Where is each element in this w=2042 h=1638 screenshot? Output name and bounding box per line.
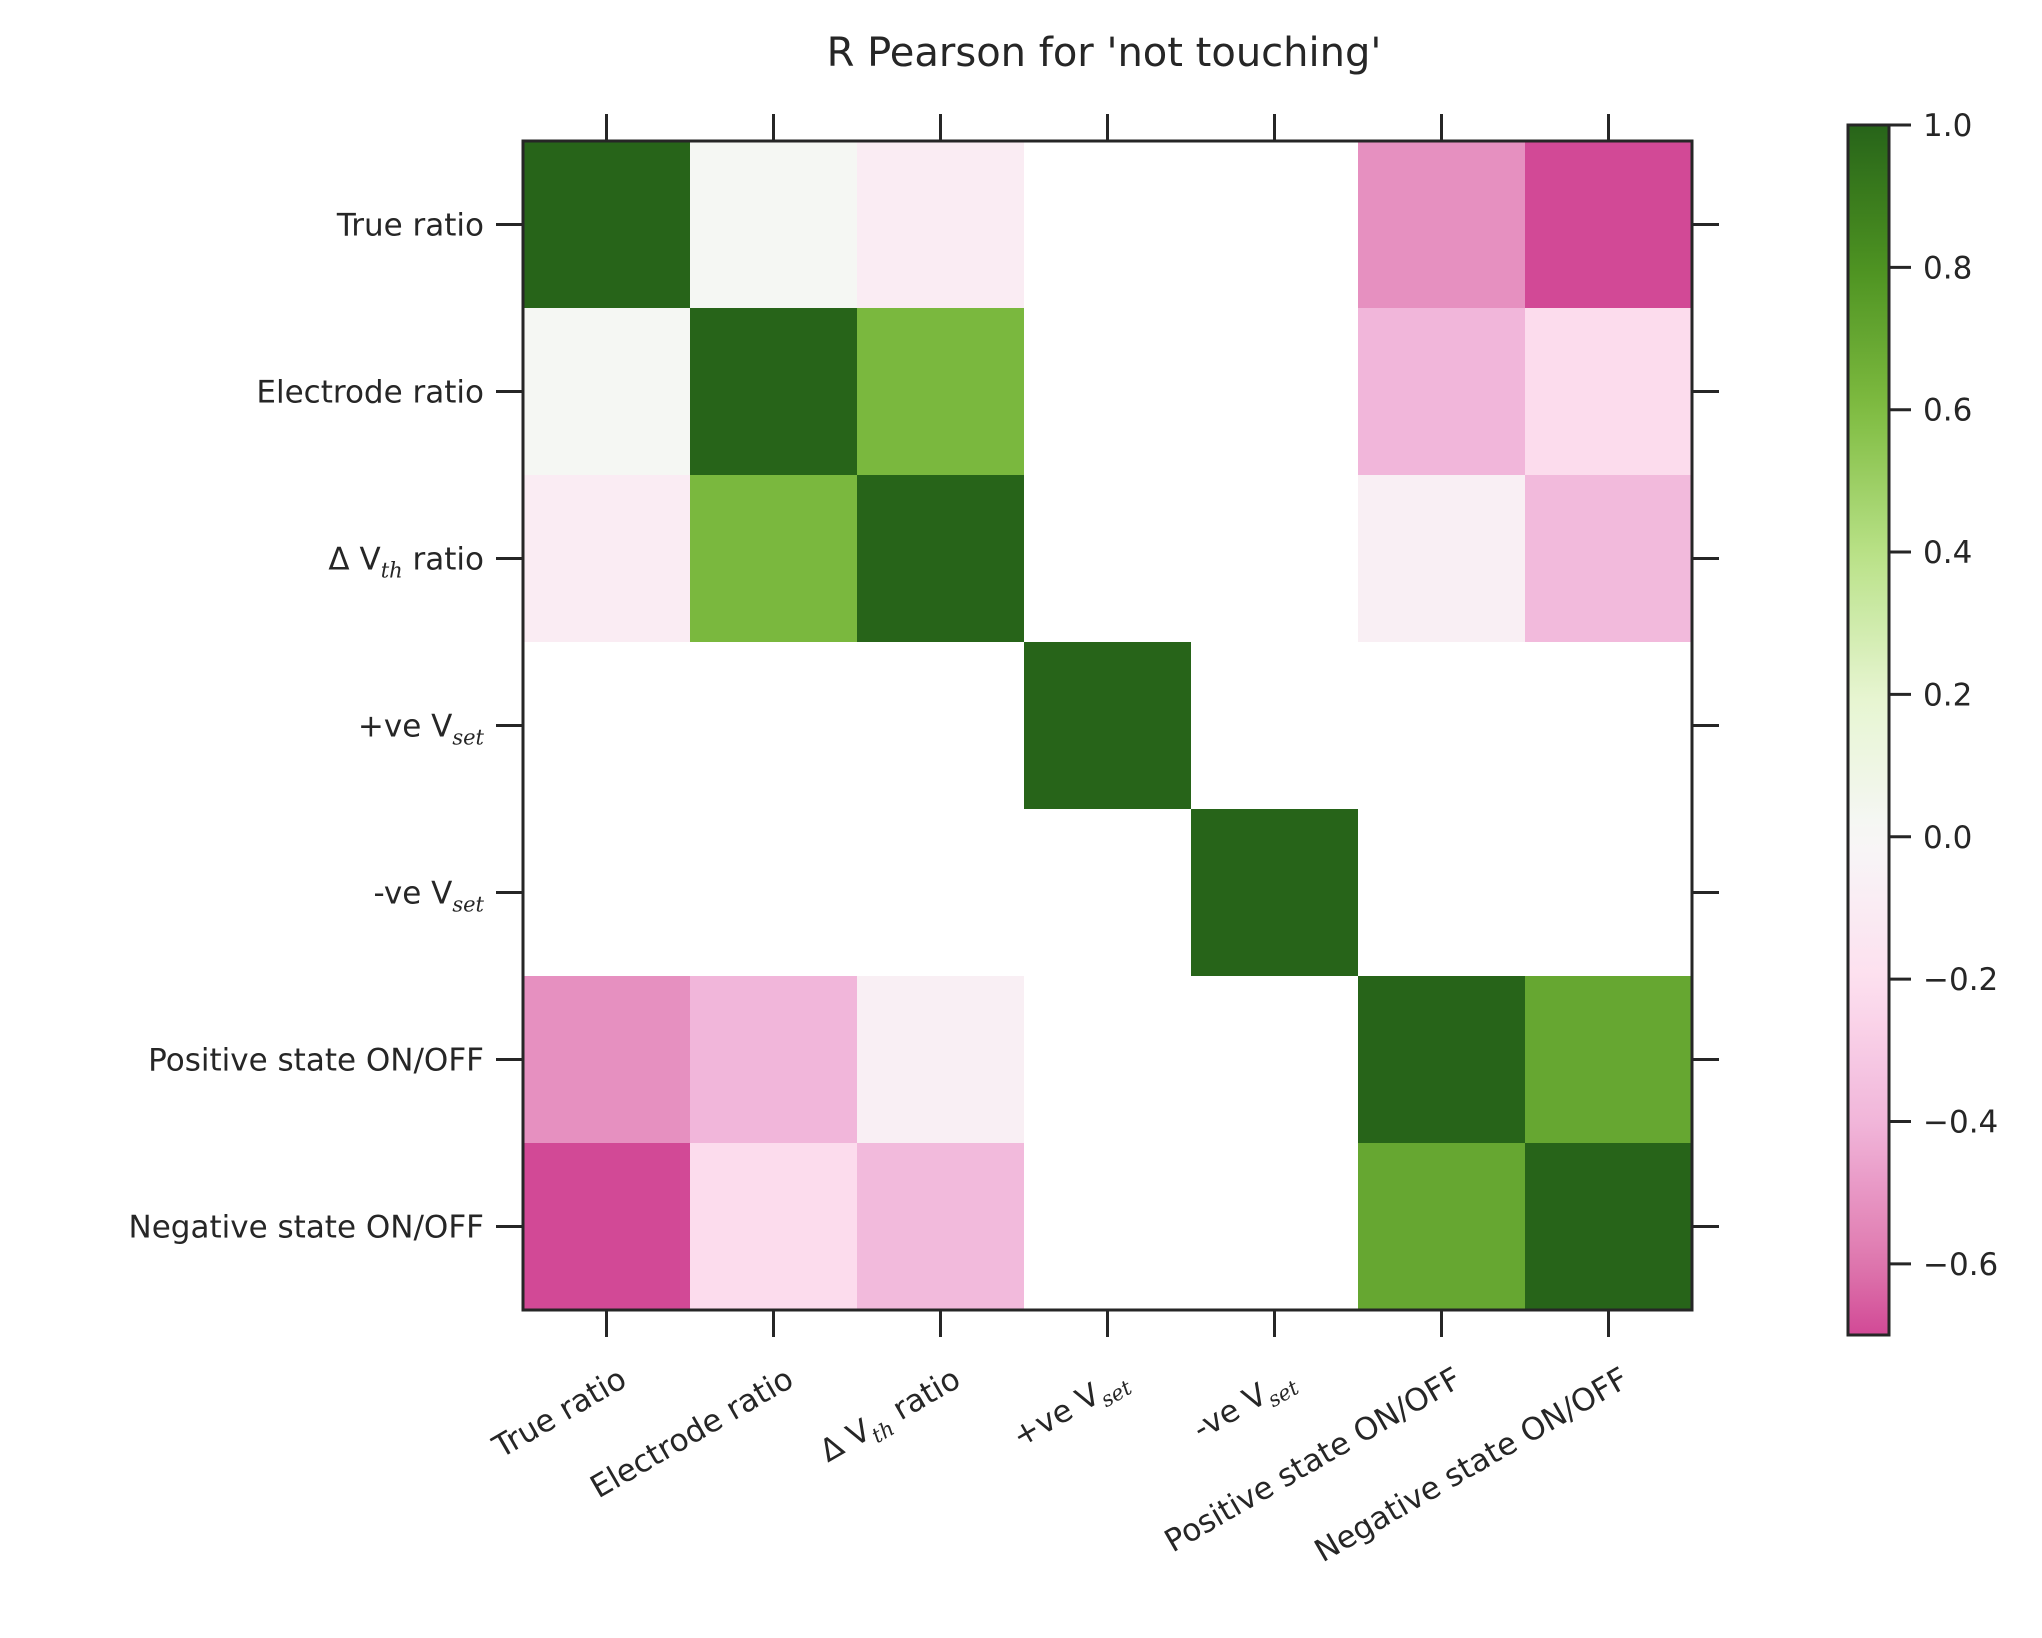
x-tick-label: -ve Vset (1187, 1360, 1304, 1451)
heatmap-cell (1525, 475, 1692, 642)
heatmap-cell (1358, 475, 1525, 642)
heatmap-cell (690, 642, 857, 809)
heatmap-cell (523, 809, 690, 976)
y-tick-label: Electrode ratio (256, 375, 484, 411)
heatmap-cell (690, 475, 857, 642)
x-tick-label: +ve Vset (1006, 1360, 1136, 1459)
heatmap-cell (523, 475, 690, 642)
heatmap-cell (690, 976, 857, 1143)
heatmap-cell (1358, 308, 1525, 475)
colorbar-tick-label: 0.0 (1923, 820, 1972, 856)
heatmap-cell (1024, 642, 1191, 809)
heatmap-cell (1191, 642, 1358, 809)
heatmap-cell (1358, 141, 1525, 308)
heatmap-cell (857, 809, 1024, 976)
heatmap-cell (857, 141, 1024, 308)
heatmap-cell (690, 809, 857, 976)
heatmap-cell (857, 1143, 1024, 1310)
chart-title: R Pearson for 'not touching' (827, 30, 1382, 76)
y-tick-label: Negative state ON/OFF (129, 1210, 484, 1246)
heatmap-cell (523, 141, 690, 308)
colorbar-gradient (1846, 123, 1891, 1337)
x-tick-label: Negative state ON/OFF (1309, 1361, 1635, 1570)
heatmap-cell (1525, 141, 1692, 308)
heatmap-cell (1024, 141, 1191, 308)
heatmap-cell (1024, 976, 1191, 1143)
heatmap-cell (857, 475, 1024, 642)
heatmap-cell (1024, 308, 1191, 475)
heatmap-cell (1525, 1143, 1692, 1310)
heatmap-cell (1191, 308, 1358, 475)
heatmap-cell (1358, 809, 1525, 976)
y-tick-label: -ve Vset (374, 876, 485, 917)
heatmap-cell (1024, 809, 1191, 976)
colorbar-tick-label: 0.8 (1923, 250, 1972, 286)
heatmap-cell (1024, 475, 1191, 642)
heatmap-cell (1358, 1143, 1525, 1310)
heatmap-cell (1525, 809, 1692, 976)
y-tick-label: +ve Vset (358, 709, 485, 750)
x-tick-label: True ratio (486, 1361, 632, 1466)
heatmap-cell (1191, 976, 1358, 1143)
heatmap-cell (523, 976, 690, 1143)
x-tick-label: Positive state ON/OFF (1159, 1361, 1468, 1560)
colorbar-tick-label: 0.2 (1923, 677, 1972, 713)
heatmap-cell (1024, 1143, 1191, 1310)
colorbar-tick-label: 0.4 (1923, 535, 1972, 571)
heatmap-cell (690, 1143, 857, 1310)
x-tick-label: Δ Vth ratio (814, 1361, 969, 1474)
y-tick-label: Positive state ON/OFF (148, 1043, 484, 1079)
heatmap-cell (1191, 475, 1358, 642)
colorbar-tick-label: −0.4 (1923, 1104, 1998, 1140)
colorbar-tick-label: −0.2 (1923, 962, 1998, 998)
heatmap-cell (1191, 1143, 1358, 1310)
heatmap-cell (690, 141, 857, 308)
heatmap-cell (857, 642, 1024, 809)
heatmap-cell (1358, 642, 1525, 809)
heatmap-cell (1525, 642, 1692, 809)
y-tick-label: Δ Vth ratio (328, 542, 484, 583)
heatmap-cell (523, 642, 690, 809)
heatmap-cell (523, 1143, 690, 1310)
heatmap-cells (523, 141, 1692, 1310)
heatmap-cell (690, 308, 857, 475)
heatmap-cell (857, 308, 1024, 475)
heatmap-cell (1191, 141, 1358, 308)
colorbar-tick-label: −0.6 (1923, 1247, 1998, 1283)
heatmap-cell (523, 308, 690, 475)
heatmap-cell (857, 976, 1024, 1143)
colorbar-tick-label: 0.6 (1923, 393, 1972, 429)
y-tick-label: True ratio (336, 208, 484, 244)
colorbar: 1.0 0.8 0.6 0.4 0.2 0.0 −0.2 −0.4 −0.6 (1846, 108, 1998, 1337)
heatmap-cell (1191, 809, 1358, 976)
heatmap-cell (1358, 976, 1525, 1143)
heatmap-cell (1525, 976, 1692, 1143)
heatmap-cell (1525, 308, 1692, 475)
colorbar-tick-label: 1.0 (1923, 108, 1972, 144)
